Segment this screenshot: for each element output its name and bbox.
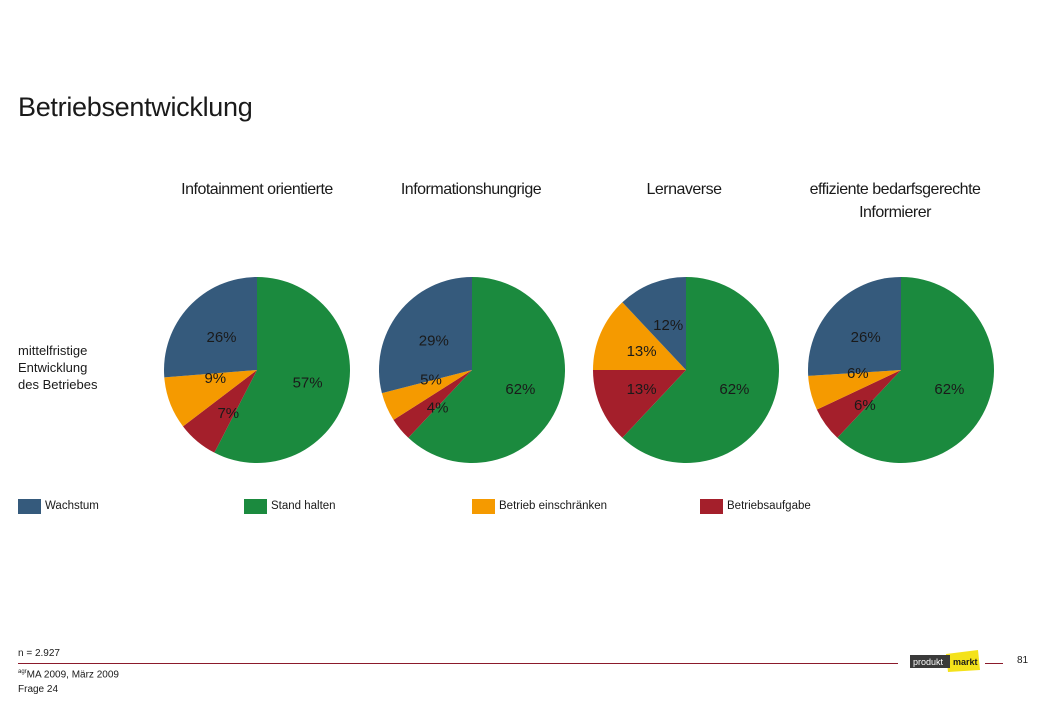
pie-slice-betrieb-einschraenken — [808, 370, 901, 410]
legend-item-betriebsaufgabe: Betriebsaufgabe — [700, 498, 811, 514]
pie-slice-betriebsaufgabe — [182, 370, 257, 453]
legend-item-stand-halten: Stand halten — [244, 498, 336, 514]
row-label-line: mittelfristige — [18, 343, 88, 358]
pie-chart-effiziente: 62% 6% 6% 26% — [807, 277, 995, 464]
source-note: agrMA 2009, März 2009 — [18, 669, 119, 680]
produktmarkt-logo: produkt markt — [910, 650, 980, 672]
pie-data-label-wachstum: 29% — [419, 332, 449, 349]
legend-label: Betriebsaufgabe — [727, 500, 811, 512]
pie-slice-stand-halten — [837, 277, 995, 464]
group-title-line: effiziente bedarfsgerechte — [809, 181, 981, 198]
legend-item-betrieb-einschraenken: Betrieb einschränken — [472, 498, 607, 514]
legend-swatch-stand-halten — [244, 498, 267, 514]
pie-slice-wachstum — [622, 277, 686, 370]
pie-slice-stand-halten — [408, 277, 566, 464]
footer-divider — [18, 663, 898, 664]
pie-slice-betrieb-einschraenken — [164, 370, 257, 427]
sample-size-note: n = 2.927 — [18, 648, 60, 659]
pie-data-label-betrieb-einschraenken: 5% — [420, 372, 442, 389]
pie-data-label-betrieb-einschraenken: 13% — [627, 343, 657, 360]
pie-data-label-betriebsaufgabe: 13% — [627, 381, 657, 398]
row-label-line: Entwicklung — [18, 360, 88, 375]
group-title-lernaverse: Lernaverse — [569, 178, 799, 201]
row-label-line: des Betriebes — [18, 377, 98, 392]
legend-swatch-betriebsaufgabe — [700, 498, 723, 514]
pie-data-label-betriebsaufgabe: 7% — [217, 405, 239, 422]
legend-swatch-betrieb-einschraenken — [472, 498, 495, 514]
pie-slice-wachstum — [807, 277, 901, 376]
logo-text-markt: markt — [953, 657, 978, 667]
pie-data-label-betrieb-einschraenken: 6% — [847, 365, 869, 382]
pie-slice-wachstum — [163, 277, 257, 378]
group-title-line: Infotainment orientierte — [181, 181, 333, 198]
group-title-infotainment: Infotainment orientierte — [142, 178, 372, 201]
pie-data-label-wachstum: 26% — [206, 329, 236, 346]
pie-data-label-stand-halten: 62% — [505, 381, 535, 398]
source-superscript: agr — [18, 669, 27, 675]
pie-chart-lernaverse: 62% 13% 13% 12% — [593, 277, 780, 464]
pie-data-label-wachstum: 12% — [653, 317, 683, 334]
pie-chart-informationshungrige: 62% 4% 5% 29% — [378, 277, 566, 464]
pie-slice-betrieb-einschraenken — [381, 370, 472, 420]
legend-item-wachstum: Wachstum — [18, 498, 99, 514]
group-title-informationshungrige: Informationshungrige — [356, 178, 586, 201]
logo-dark-band — [910, 655, 950, 668]
pie-slice-stand-halten — [214, 277, 350, 463]
pie-slice-betriebsaufgabe — [393, 370, 472, 438]
legend-label: Stand halten — [271, 500, 336, 512]
pie-chart-infotainment: 57% 7% 9% 26% — [163, 277, 350, 463]
row-label: mittelfristige Entwicklung des Betriebes — [18, 342, 138, 393]
pie-data-label-betriebsaufgabe: 4% — [427, 400, 449, 417]
question-note: Frage 24 — [18, 684, 59, 695]
source-text: MA 2009, März 2009 — [26, 669, 119, 681]
group-title-line: Lernaverse — [646, 181, 722, 198]
pie-slice-betriebsaufgabe — [593, 370, 686, 438]
logo-text-produkt: produkt — [913, 657, 944, 667]
pie-data-label-stand-halten: 57% — [293, 374, 323, 391]
pie-slice-betrieb-einschraenken — [593, 302, 686, 370]
pie-data-label-betrieb-einschraenken: 9% — [204, 370, 226, 387]
page-title: Betriebsentwicklung — [18, 92, 253, 122]
legend-label: Betrieb einschränken — [499, 500, 608, 512]
group-title-line: Informierer — [859, 204, 931, 221]
page-number: 81 — [1017, 655, 1029, 666]
pie-data-label-wachstum: 26% — [851, 329, 881, 346]
pie-slice-betriebsaufgabe — [816, 370, 901, 438]
pie-slice-wachstum — [378, 277, 472, 394]
legend-label: Wachstum — [45, 500, 99, 512]
group-title-line: Informationshungrige — [400, 181, 542, 198]
group-title-effiziente: effiziente bedarfsgerechte Informierer — [780, 178, 1010, 224]
logo-yellow-shape — [946, 650, 980, 672]
legend-swatch-wachstum — [18, 498, 41, 514]
pie-data-label-betriebsaufgabe: 6% — [854, 397, 876, 414]
pie-data-label-stand-halten: 62% — [719, 381, 749, 398]
pie-data-label-stand-halten: 62% — [934, 381, 964, 398]
pie-slice-stand-halten — [622, 277, 780, 464]
footer-divider-right — [985, 663, 1003, 664]
